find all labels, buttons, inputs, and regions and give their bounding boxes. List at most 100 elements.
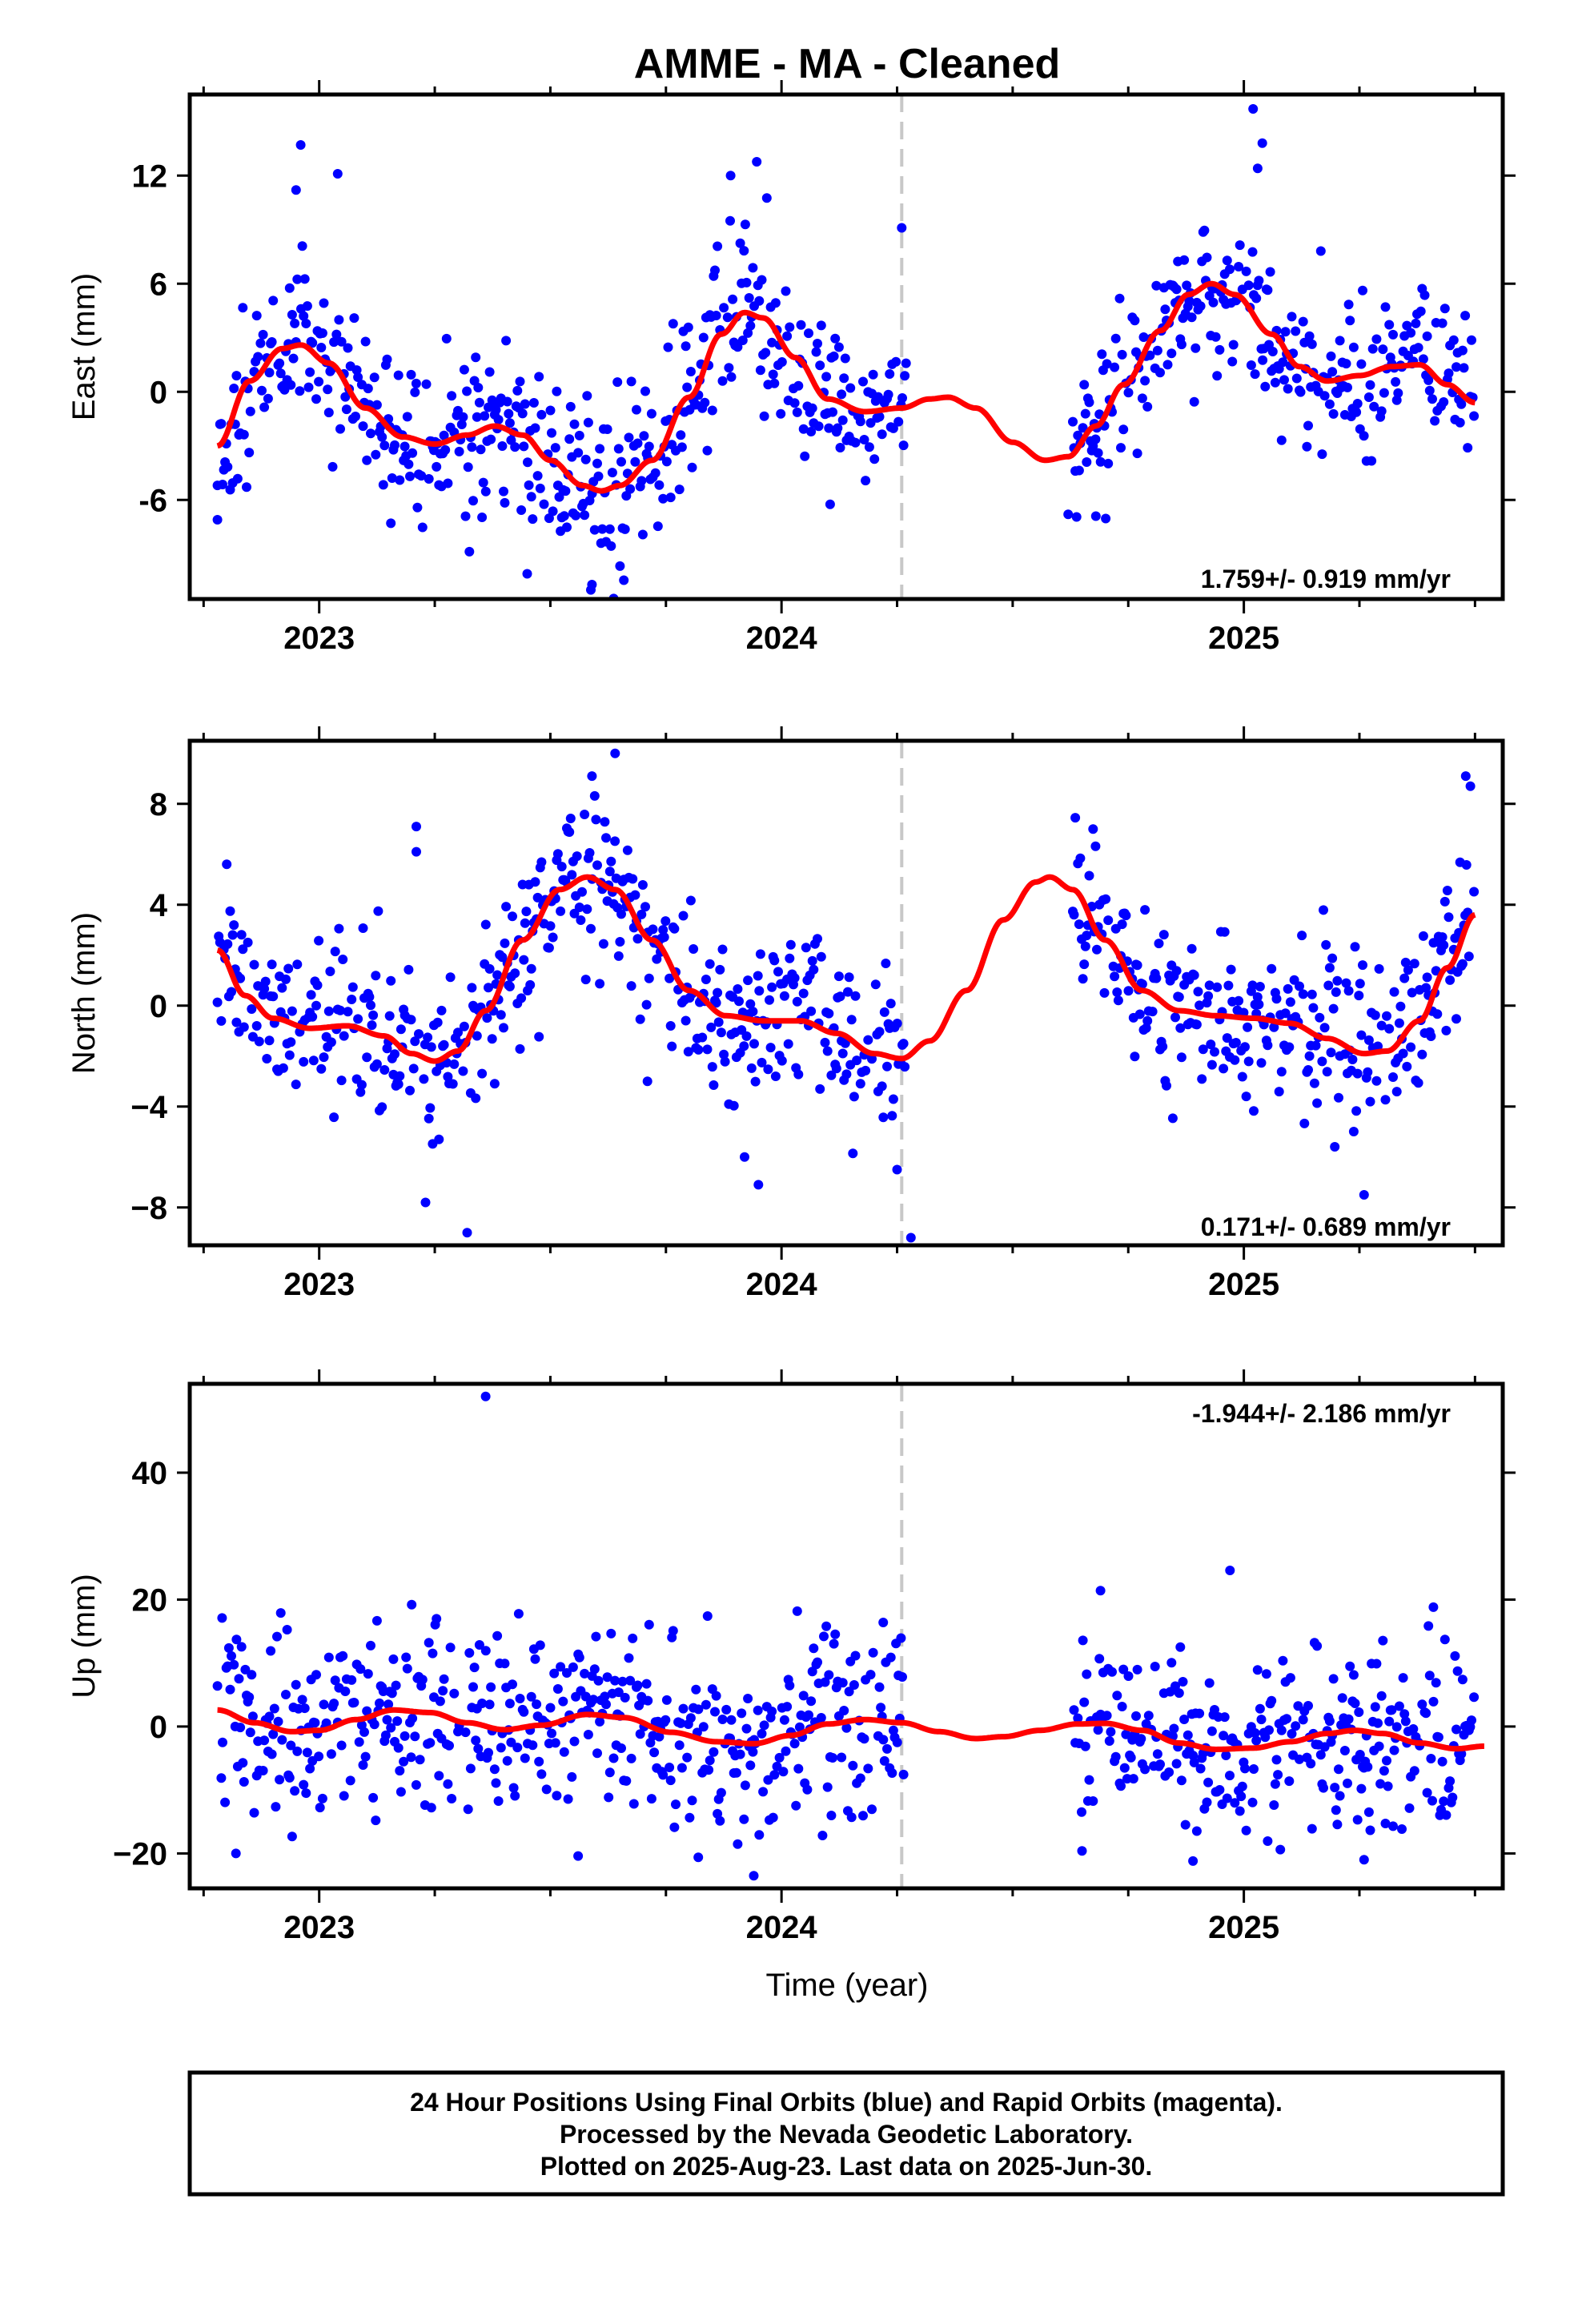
data-point	[1069, 1705, 1079, 1715]
data-point	[576, 915, 586, 925]
data-point	[793, 1069, 804, 1080]
data-point	[1452, 1014, 1461, 1024]
data-point	[1121, 1729, 1131, 1739]
data-point	[1255, 982, 1265, 991]
data-point	[707, 405, 717, 416]
data-point	[1180, 1819, 1191, 1830]
data-point	[719, 303, 729, 313]
data-point	[292, 1746, 303, 1756]
data-point	[1359, 431, 1369, 441]
data-point	[449, 1688, 460, 1699]
data-point	[588, 1695, 599, 1705]
data-point	[539, 499, 549, 509]
data-point-outlier	[1188, 1856, 1199, 1866]
data-point	[1464, 951, 1474, 962]
data-point	[371, 449, 381, 460]
data-point-outlier	[693, 1852, 704, 1863]
data-point	[600, 1691, 610, 1702]
data-point	[492, 1630, 503, 1641]
data-point	[530, 423, 540, 433]
data-point	[267, 1749, 277, 1759]
data-point	[1093, 448, 1103, 458]
data-point	[743, 1694, 753, 1703]
data-point	[839, 373, 849, 384]
data-point	[1467, 1715, 1476, 1726]
north-panel: 8 4 0 −4 −8 2023 2024 2025 North (mm) 0.171+/- 0.…	[66, 726, 1516, 1302]
data-point	[254, 1036, 264, 1047]
data-point	[1174, 1688, 1184, 1699]
data-point	[541, 1784, 552, 1795]
y-tick-label: 12	[132, 159, 168, 194]
data-point	[855, 1079, 865, 1089]
data-point	[571, 510, 581, 521]
data-point	[1265, 267, 1275, 277]
data-point	[1103, 458, 1114, 468]
data-point	[341, 404, 351, 415]
data-point	[829, 351, 839, 361]
data-point	[1348, 1127, 1359, 1136]
data-point	[1423, 1621, 1434, 1631]
data-point	[883, 389, 893, 400]
data-point	[1388, 329, 1398, 340]
data-point	[264, 1035, 275, 1046]
data-point	[299, 1703, 310, 1714]
data-point	[311, 1000, 321, 1011]
data-point	[652, 954, 662, 964]
data-point	[1356, 1030, 1367, 1040]
data-point	[534, 1031, 544, 1042]
data-point	[882, 1743, 892, 1754]
data-point	[299, 274, 310, 284]
data-point	[528, 1740, 538, 1751]
data-point	[547, 1728, 556, 1739]
data-point	[702, 445, 713, 456]
data-point	[1080, 941, 1090, 951]
data-point	[802, 1784, 813, 1795]
data-point	[1330, 1783, 1340, 1793]
data-point	[1343, 300, 1354, 310]
data-point	[661, 1695, 672, 1705]
data-point	[1424, 385, 1435, 396]
data-point	[1101, 513, 1111, 524]
data-point	[552, 386, 562, 396]
data-point	[1152, 345, 1162, 356]
data-point	[807, 1667, 817, 1677]
data-point	[1207, 1726, 1217, 1736]
data-point	[779, 991, 789, 1001]
data-point	[625, 484, 636, 494]
data-point	[258, 329, 268, 340]
data-point	[247, 1004, 257, 1014]
data-point	[569, 1736, 580, 1747]
data-point	[212, 997, 223, 1007]
data-point	[559, 511, 569, 521]
data-point	[1179, 1715, 1190, 1724]
data-point	[426, 1803, 436, 1813]
data-point	[1354, 1707, 1364, 1717]
data-point	[493, 415, 504, 424]
data-point	[1094, 1654, 1105, 1664]
data-point	[1350, 942, 1360, 952]
data-point-outlier	[878, 1618, 889, 1627]
data-point	[400, 441, 410, 452]
data-point	[564, 434, 575, 444]
data-point	[704, 1765, 714, 1775]
data-point	[462, 386, 472, 396]
data-point	[340, 392, 351, 402]
data-point-outlier	[892, 1164, 902, 1175]
data-point	[898, 1769, 909, 1779]
data-point	[323, 384, 333, 395]
data-point	[719, 1049, 729, 1059]
data-point-outlier	[222, 859, 232, 870]
data-point	[863, 1035, 873, 1045]
data-point	[700, 397, 710, 408]
data-point	[1370, 1010, 1380, 1020]
data-point	[443, 1779, 453, 1789]
data-point	[1162, 1080, 1171, 1091]
data-point	[863, 1763, 873, 1774]
data-point	[1189, 396, 1199, 407]
data-point	[782, 331, 793, 341]
data-point	[1101, 894, 1111, 904]
data-point	[1263, 285, 1273, 296]
data-point	[1393, 388, 1403, 398]
data-point	[1243, 1022, 1253, 1032]
data-point	[1298, 1715, 1308, 1725]
